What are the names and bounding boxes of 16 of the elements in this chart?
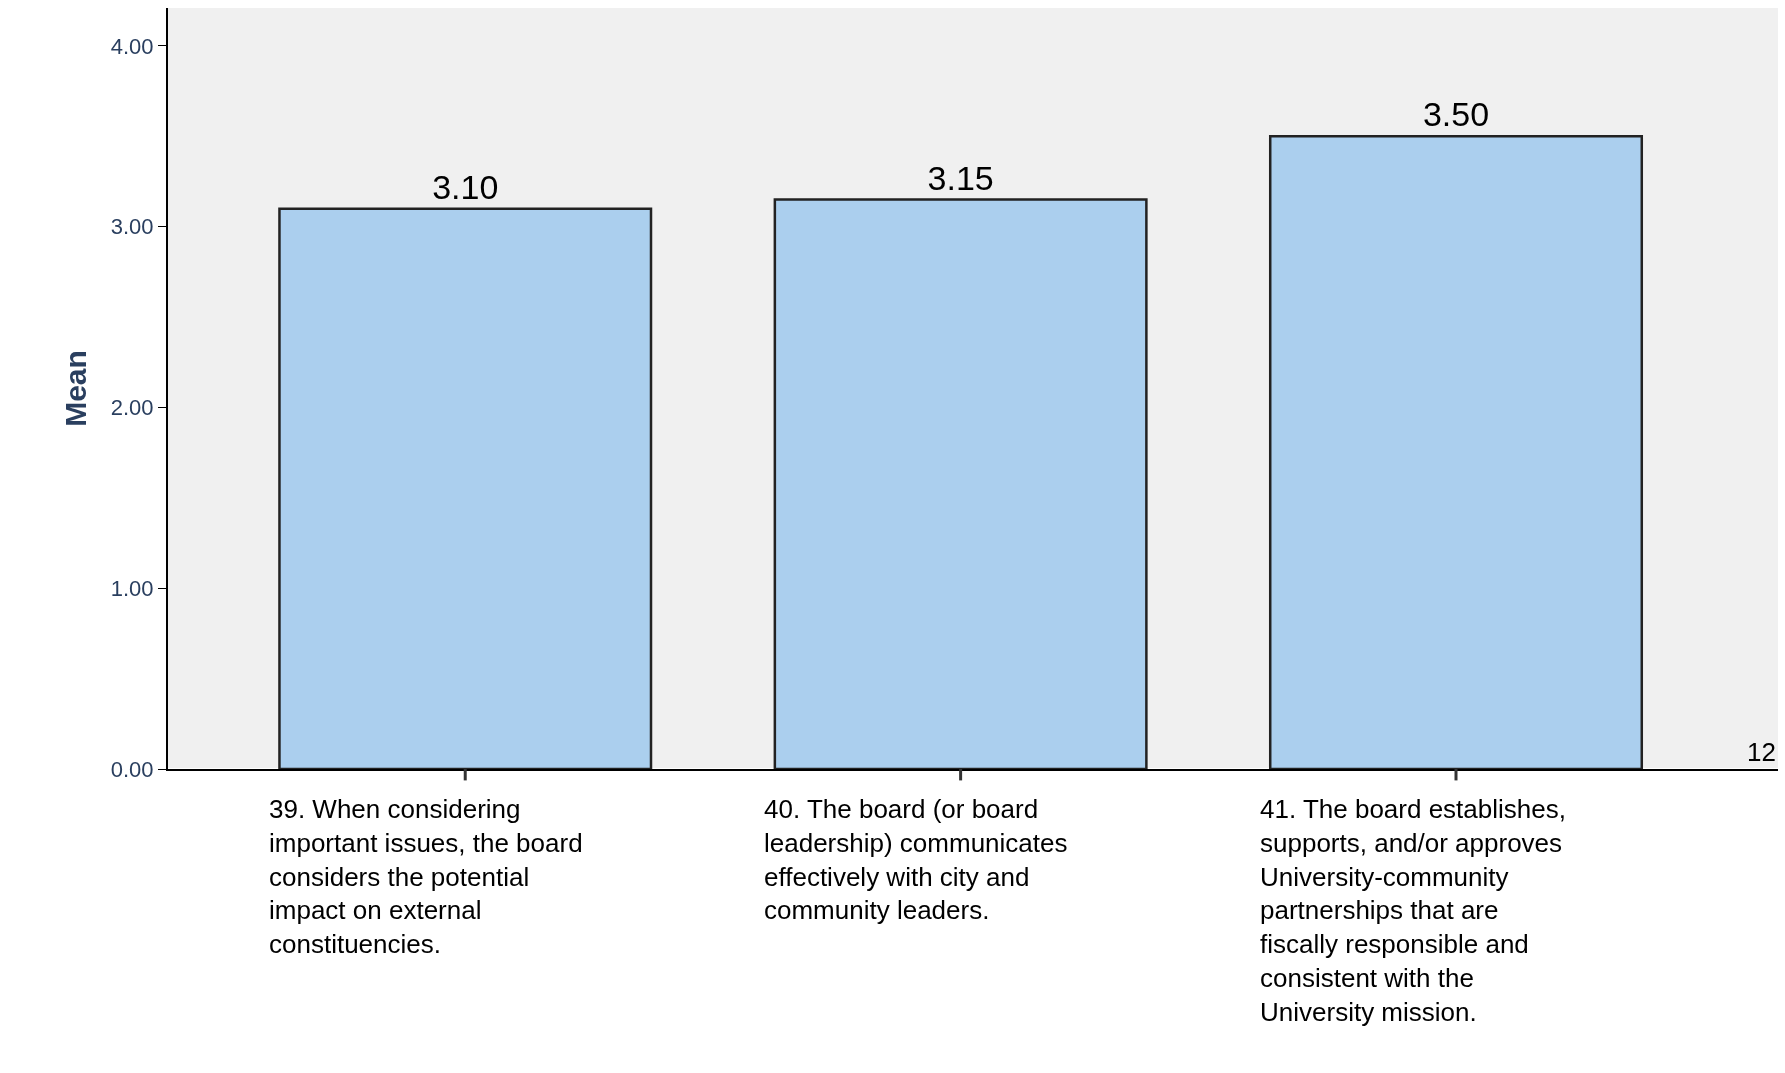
y-tick-label: 2.00 — [110, 395, 154, 421]
x-tick-label: 39. When considering important issues, the board considers the potential impact on external constituencies. — [269, 794, 583, 960]
data-label: 3.50 — [1422, 95, 1490, 134]
y-tick-label: 0.00 — [110, 756, 154, 782]
x-tick-label: 40. The board (or board leadership) communicates effectively with city and community leaders. — [764, 794, 1068, 926]
y-tick-label: 3.00 — [110, 214, 154, 240]
y-tick-label: 1.00 — [110, 575, 154, 601]
y-axis-title: Mean — [59, 350, 93, 427]
data-label: 3.10 — [432, 167, 499, 206]
annotation: 12 — [1747, 737, 1776, 767]
bar — [1268, 135, 1644, 769]
y-tick-label: 4.00 — [110, 33, 154, 59]
bar — [773, 198, 1148, 769]
data-label: 3.15 — [927, 158, 994, 197]
x-tick-label: 41. The board establishes, supports, and/or approves University-community partnerships that are fiscally responsible and consistent with the University mission. — [1260, 794, 1566, 1027]
bar — [278, 207, 653, 769]
